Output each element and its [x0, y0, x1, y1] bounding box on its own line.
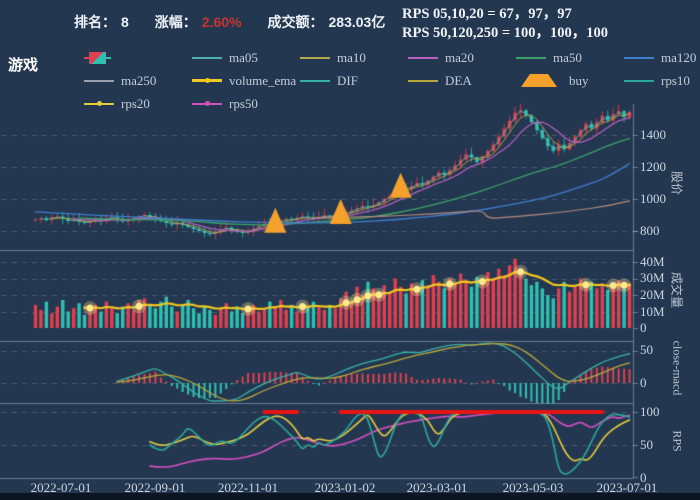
x-axis-tick: 2022-09-01	[124, 480, 186, 495]
legend-item-ma120: ma120	[624, 50, 700, 66]
turnover-stat: 成交额： 283.03亿	[268, 12, 386, 32]
macd-axis-title: close-macd	[670, 340, 685, 396]
change-stat: 涨幅： 2.60%	[155, 12, 242, 32]
legend-item-rps10: rps10	[624, 73, 700, 89]
legend-item-volume-ema: volume_ema	[192, 73, 300, 89]
volume-axis-title: 成交量	[669, 271, 684, 309]
ma05-line-swatch	[192, 56, 222, 59]
macd-axis-tick: 0	[640, 375, 647, 390]
x-axis-tick: 2023-01-02	[314, 480, 376, 495]
volume-ema-line-swatch	[192, 77, 222, 83]
legend-item-ma05: ma05	[192, 50, 300, 66]
x-axis-tick: 2022-11-01	[217, 480, 279, 495]
change-label: 涨幅：	[154, 14, 197, 30]
legend-item-kline	[84, 51, 192, 64]
ma20-line-swatch	[408, 56, 438, 59]
rank-value: 8	[121, 14, 129, 30]
rps-summary: RPS 05,10,20 = 67，97，97 RPS 50,120,250 =…	[402, 5, 608, 43]
turnover-label: 成交额：	[267, 14, 324, 30]
change-value: 2.60%	[201, 14, 242, 30]
legend-item-ma10: ma10	[300, 50, 408, 66]
legend-item-dea: DEA	[408, 73, 516, 89]
rps-axis-tick: 100	[640, 404, 660, 419]
rps50-line-swatch	[192, 101, 222, 106]
rps10-line-swatch	[624, 79, 654, 82]
rps-axis-tick: 50	[640, 437, 653, 452]
legend-item-rps20: rps20	[84, 96, 192, 112]
rps-summary-line1: RPS 05,10,20 = 67，97，97	[402, 6, 572, 22]
rank-label: 排名：	[74, 14, 116, 30]
legend-item-ma50: ma50	[516, 50, 624, 66]
series-title: 游戏	[8, 57, 39, 74]
kline-legend-icon	[84, 51, 114, 64]
legend-item-buy: buy	[516, 73, 624, 89]
price-axis-title: 股价	[669, 170, 684, 196]
buy-triangle-icon	[521, 74, 557, 87]
volume-axis-tick: 20M	[640, 287, 665, 302]
x-axis-tick: 2022-07-01	[30, 480, 92, 495]
volume-axis-tick: 0	[640, 320, 647, 335]
turnover-value: 283.03亿	[328, 14, 386, 30]
price-axis-tick: 1000	[640, 191, 666, 206]
rank-stat: 排名： 8	[74, 12, 129, 32]
volume-axis-tick: 40M	[640, 254, 665, 269]
header-stats: 排名： 8 涨幅： 2.60% 成交额： 283.03亿	[74, 12, 385, 32]
ma250-line-swatch	[84, 79, 114, 82]
price-axis-tick: 800	[640, 223, 660, 238]
dif-line-swatch	[300, 79, 330, 82]
price-axis-tick: 1400	[640, 127, 666, 142]
legend-item-dif: DIF	[300, 73, 408, 89]
rps-axis-title: RPS	[670, 430, 685, 452]
x-axis-tick: 2023-05-03	[502, 480, 564, 495]
macd-axis-tick: 50	[640, 342, 653, 357]
rps20-line-swatch	[84, 101, 114, 106]
legend-item-ma250: ma250	[84, 73, 192, 89]
volume-axis-tick: 30M	[640, 270, 665, 285]
bottom-strip	[0, 493, 700, 500]
rps-summary-line2: RPS 50,120,250 = 100，100，100	[402, 25, 609, 41]
legend-item-rps50: rps50	[192, 96, 300, 112]
volume-axis-tick: 10M	[640, 304, 665, 319]
x-axis-tick: 2023-07-01	[596, 480, 658, 495]
legend: ma05 ma10 ma20 ma50 ma120 ma250 volume_e…	[84, 46, 700, 115]
legend-item-ma20: ma20	[408, 50, 516, 66]
rps-axis-tick: 0	[640, 470, 647, 485]
dea-line-swatch	[408, 79, 438, 82]
ma120-line-swatch	[624, 56, 654, 59]
ma50-line-swatch	[516, 56, 546, 59]
price-axis-tick: 1200	[640, 159, 666, 174]
x-axis-tick: 2023-03-01	[406, 480, 468, 495]
ma10-line-swatch	[300, 56, 330, 59]
